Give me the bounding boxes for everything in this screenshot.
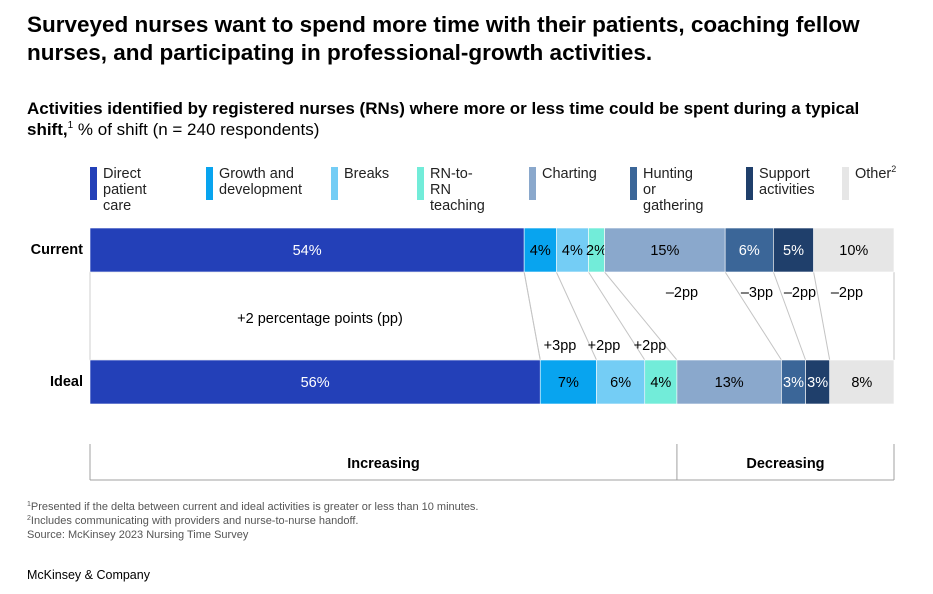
delta-label-hunting-or-gathering: –3pp (741, 285, 773, 301)
group-label-increasing: Increasing (347, 456, 420, 472)
legend-label: Growth and development (219, 166, 303, 198)
group-label-decreasing: Decreasing (746, 456, 824, 472)
stacked-bar-chart: 54% 4% 4% 2% 15% 6% 5% 10%56% 7% 6% 4% 13% 3% 3% 8%+2 … (89, 227, 895, 481)
data-label: 6% (610, 375, 631, 391)
legend-label: RN-to-RN teaching (430, 166, 485, 214)
footnote-2: 2Includes communicating with providers a… (27, 515, 359, 527)
bar-current-hunting-or-gathering (724, 227, 774, 273)
connector-line (604, 271, 678, 361)
data-label: 4% (562, 243, 583, 259)
delta-label-direct-patient-care: +2 percentage points (pp) (237, 311, 403, 327)
legend-label: Direct patient care (103, 166, 147, 214)
bar-ideal-hunting-or-gathering (781, 359, 806, 405)
delta-label-growth-and-development: +3pp (544, 338, 577, 354)
connector-line (724, 271, 782, 361)
legend-swatch (842, 167, 849, 200)
delta-label-charting: –2pp (666, 285, 698, 301)
delta-label-other: –2pp (831, 285, 863, 301)
subtitle-unit: % of shift (77, 120, 148, 139)
bar-current-other (813, 227, 895, 273)
connector-line (772, 271, 807, 361)
data-label: 54% (293, 243, 322, 259)
connector-line (555, 271, 597, 361)
legend-label: Hunting or gathering (643, 166, 704, 214)
legend-swatch (746, 167, 753, 200)
delta-label-rn-to-rn-teaching: +2pp (634, 338, 667, 354)
bar-current-growth-and-development (523, 227, 557, 273)
data-label: 6% (739, 243, 760, 259)
legend-swatch (529, 167, 536, 200)
footnote-1: 1Presented if the delta between current … (27, 501, 479, 513)
legend-label: Charting (542, 166, 597, 182)
legend-label: Other2 (855, 164, 897, 183)
legend-swatch (630, 167, 637, 200)
connector-line (588, 271, 646, 361)
data-label: 13% (715, 375, 744, 391)
bar-current-support-activities (773, 227, 814, 273)
footnotes: 1Presented if the delta between current … (27, 500, 479, 542)
data-label: 10% (839, 243, 868, 259)
data-label: 7% (558, 375, 579, 391)
data-label: 3% (807, 375, 828, 391)
data-label: 15% (650, 243, 679, 259)
footnote-source: Source: McKinsey 2023 Nursing Time Surve… (27, 529, 249, 541)
legend-swatch (331, 167, 338, 200)
data-label: 4% (530, 243, 551, 259)
delta-label-breaks: +2pp (588, 338, 621, 354)
connector-line (813, 271, 831, 361)
subtitle-bold: Activities identified by registered nurs… (27, 99, 860, 139)
bar-ideal-charting (676, 359, 782, 405)
chart-headline: Surveyed nurses want to spend more time … (27, 12, 860, 65)
legend-label: Breaks (344, 166, 390, 182)
subtitle-footnote-mark: 1 (67, 120, 74, 131)
legend-swatch (90, 167, 97, 200)
delta-label-support-activities: –2pp (784, 285, 816, 301)
row-label-current: Current (30, 242, 83, 258)
data-label: 56% (301, 375, 330, 391)
bar-current-charting (604, 227, 726, 273)
connector-line (523, 271, 541, 361)
row-label-ideal: Ideal (49, 374, 83, 390)
legend-swatch (417, 167, 424, 200)
brand-logo-text: McKinsey & Company (27, 568, 150, 582)
bar-ideal-breaks (596, 359, 646, 405)
legend-swatch (206, 167, 213, 200)
data-label: 3% (783, 375, 804, 391)
bar-current-breaks (556, 227, 589, 273)
legend-label: Support activities (759, 166, 815, 198)
bar-ideal-other (829, 359, 895, 405)
bar-ideal-direct-patient-care (89, 359, 541, 405)
data-label: 8% (851, 375, 872, 391)
bar-ideal-growth-and-development (539, 359, 597, 405)
data-label: 2% (586, 243, 607, 259)
data-label: 5% (783, 243, 804, 259)
data-label: 4% (650, 375, 671, 391)
chart-subtitle: Activities identified by registered nurs… (27, 98, 907, 140)
subtitle-note: (n = 240 respondents) (152, 120, 320, 139)
bar-ideal-rn-to-rn-teaching (644, 359, 678, 405)
